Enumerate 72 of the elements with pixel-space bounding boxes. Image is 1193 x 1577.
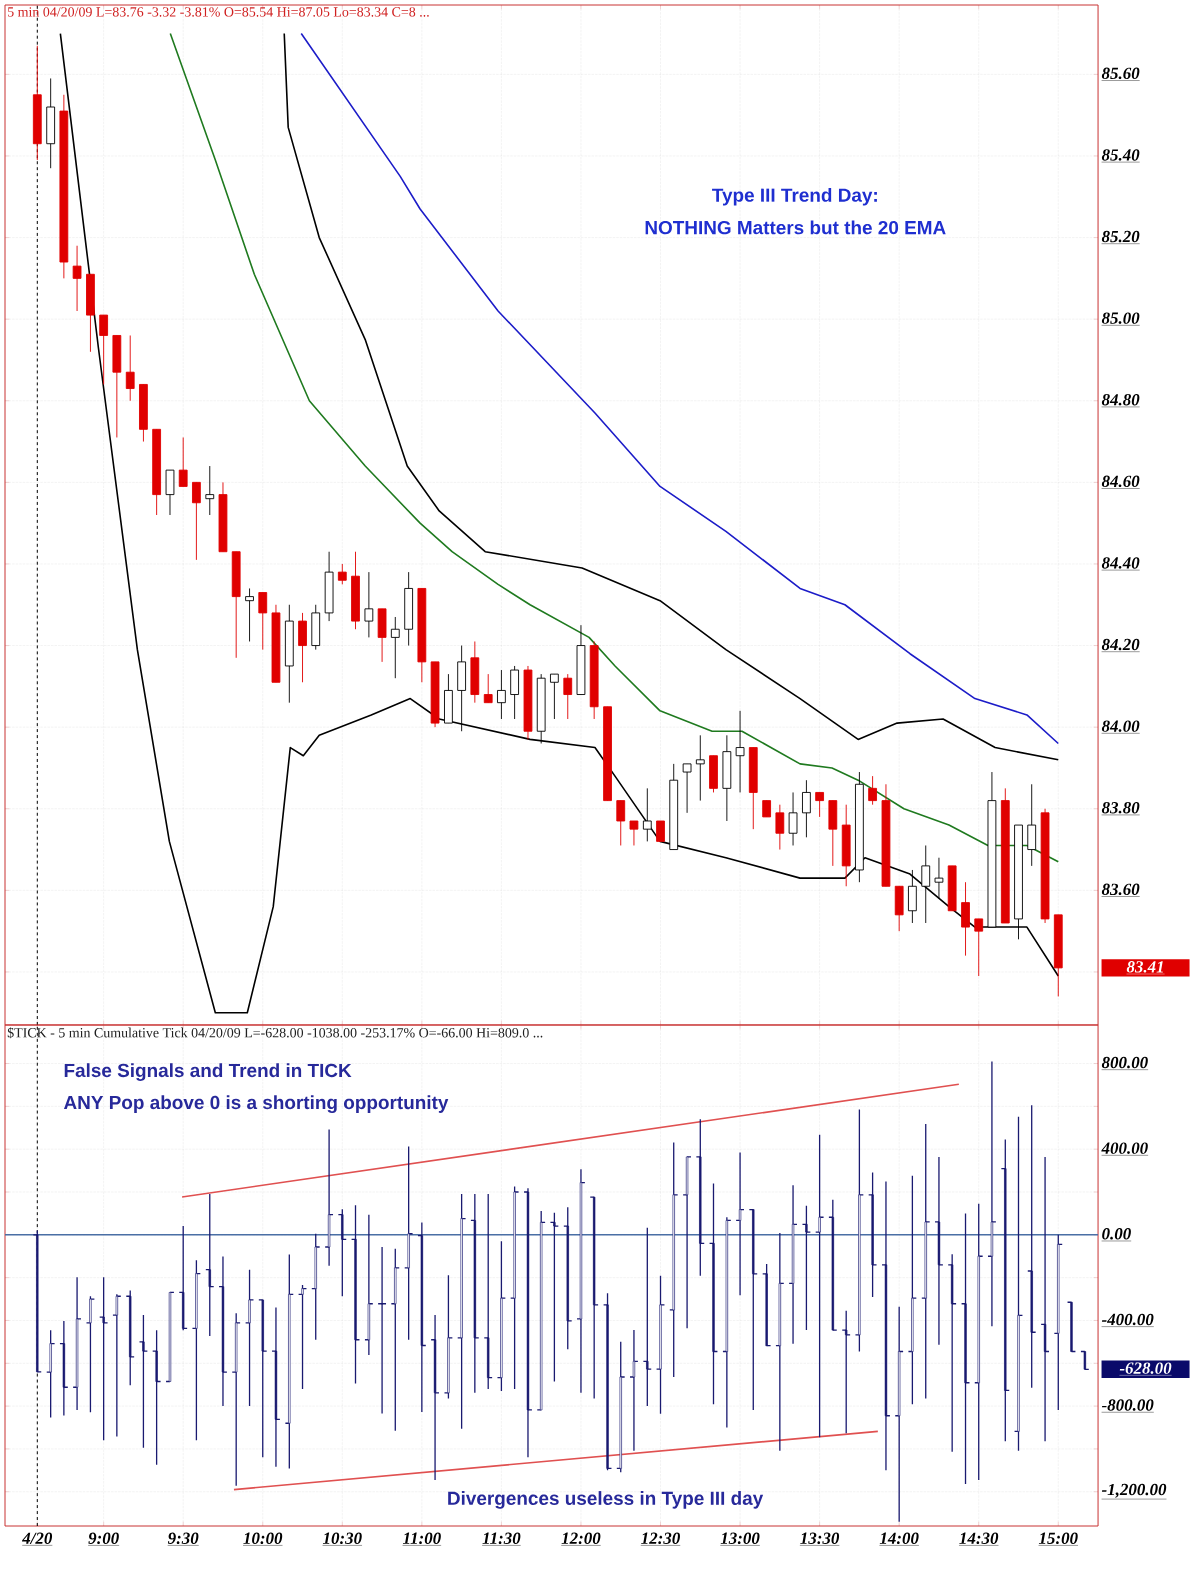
x-tick-label: 11:00 [402,1532,441,1545]
x-tick-label: 12:00 [561,1532,601,1545]
candlestick [483,673,493,704]
y-tick-label: 83.80 [1101,802,1140,814]
candlestick [682,763,692,814]
y-tick-label: 800.00 [1101,1056,1148,1069]
candlestick [125,335,135,402]
candlestick [364,571,374,638]
x-tick-label: 10:00 [243,1532,283,1545]
y-tick-label: 85.00 [1101,312,1140,324]
candlestick [337,563,347,585]
candlestick [695,734,705,802]
x-tick-label: 12:30 [641,1532,680,1545]
x-tick-label: 15:00 [1038,1532,1078,1545]
candlestick [735,710,745,793]
y-tick-label: 85.40 [1101,149,1140,161]
candlestick [390,616,400,679]
y-tick-label: -1,200.00 [1101,1483,1167,1498]
candlestick [788,791,798,846]
y-tick-label: 84.00 [1101,720,1140,732]
line-series [169,32,1060,863]
annotation: NOTHING Matters but the 20 EMA [645,220,946,235]
candlestick [563,673,573,720]
candlestick [99,314,109,385]
candlestick [629,820,639,846]
y-tick-label: 84.60 [1101,475,1140,488]
y-tick-label: -800.00 [1101,1399,1154,1411]
y-tick-label: 84.40 [1101,557,1140,569]
x-tick-label: 11:30 [482,1532,521,1545]
candlestick [656,820,665,842]
x-tick-label: 4/20 [21,1532,53,1544]
y-tick-label: -400.00 [1101,1313,1154,1326]
candlestick [72,245,82,312]
y-tick-label: 83.60 [1101,883,1140,896]
x-tick-label: 9:30 [167,1532,199,1545]
annotation: False Signals and Trend in TICK [64,1063,352,1081]
candlestick [974,918,984,977]
candlestick [178,437,188,487]
x-tick-label: 10:30 [322,1532,362,1545]
annotation: Divergences useless in Type III day [448,1491,764,1509]
chart-title: 5 min 04/20/09 L=83.76 -3.32 -3.81% O=85.54 Hi=87.05 Lo=83.34 C=8 ... [8,7,429,17]
x-tick-label: 13:30 [800,1532,840,1545]
line-series [59,32,1060,1014]
candlestick [815,791,824,818]
candlestick [642,787,652,842]
x-tick-label: 13:00 [720,1532,760,1545]
candlestick [550,673,559,720]
candlestick [245,587,254,642]
text: -628.00 [1119,1362,1172,1374]
y-tick-label: 85.60 [1101,67,1140,80]
candlestick [497,669,506,720]
annotation: ANY Pop above 0 is a shorting opportunity [63,1095,449,1114]
candlestick [616,800,626,846]
candlestick [192,481,201,561]
y-tick-label: 85.20 [1101,230,1140,243]
x-tick-label: 9:00 [88,1532,119,1545]
candlestick [868,775,877,806]
x-tick-label: 14:30 [959,1532,999,1545]
y-tick-label: 84.20 [1101,638,1140,651]
x-tick-label: 14:00 [879,1532,919,1545]
candlestick [921,845,931,924]
y-tick-label: 84.80 [1101,394,1140,406]
text: 83.41 [1126,961,1163,973]
candlestick [775,804,785,850]
annotation: Type III Trend Day: [712,187,877,206]
candlestick [258,592,268,651]
candlestick [205,465,215,516]
y-tick-label: 0.00 [1102,1228,1131,1240]
y-tick-label: 400.00 [1101,1142,1148,1154]
candlestick [934,857,944,899]
candlestick [802,779,811,838]
chart-title: $TICK - 5 min Cumulative Tick 04/20/09 L=-628.00 -1038.00 -253.17% O=-66.00 Hi=809.0 ... [7,1027,543,1039]
